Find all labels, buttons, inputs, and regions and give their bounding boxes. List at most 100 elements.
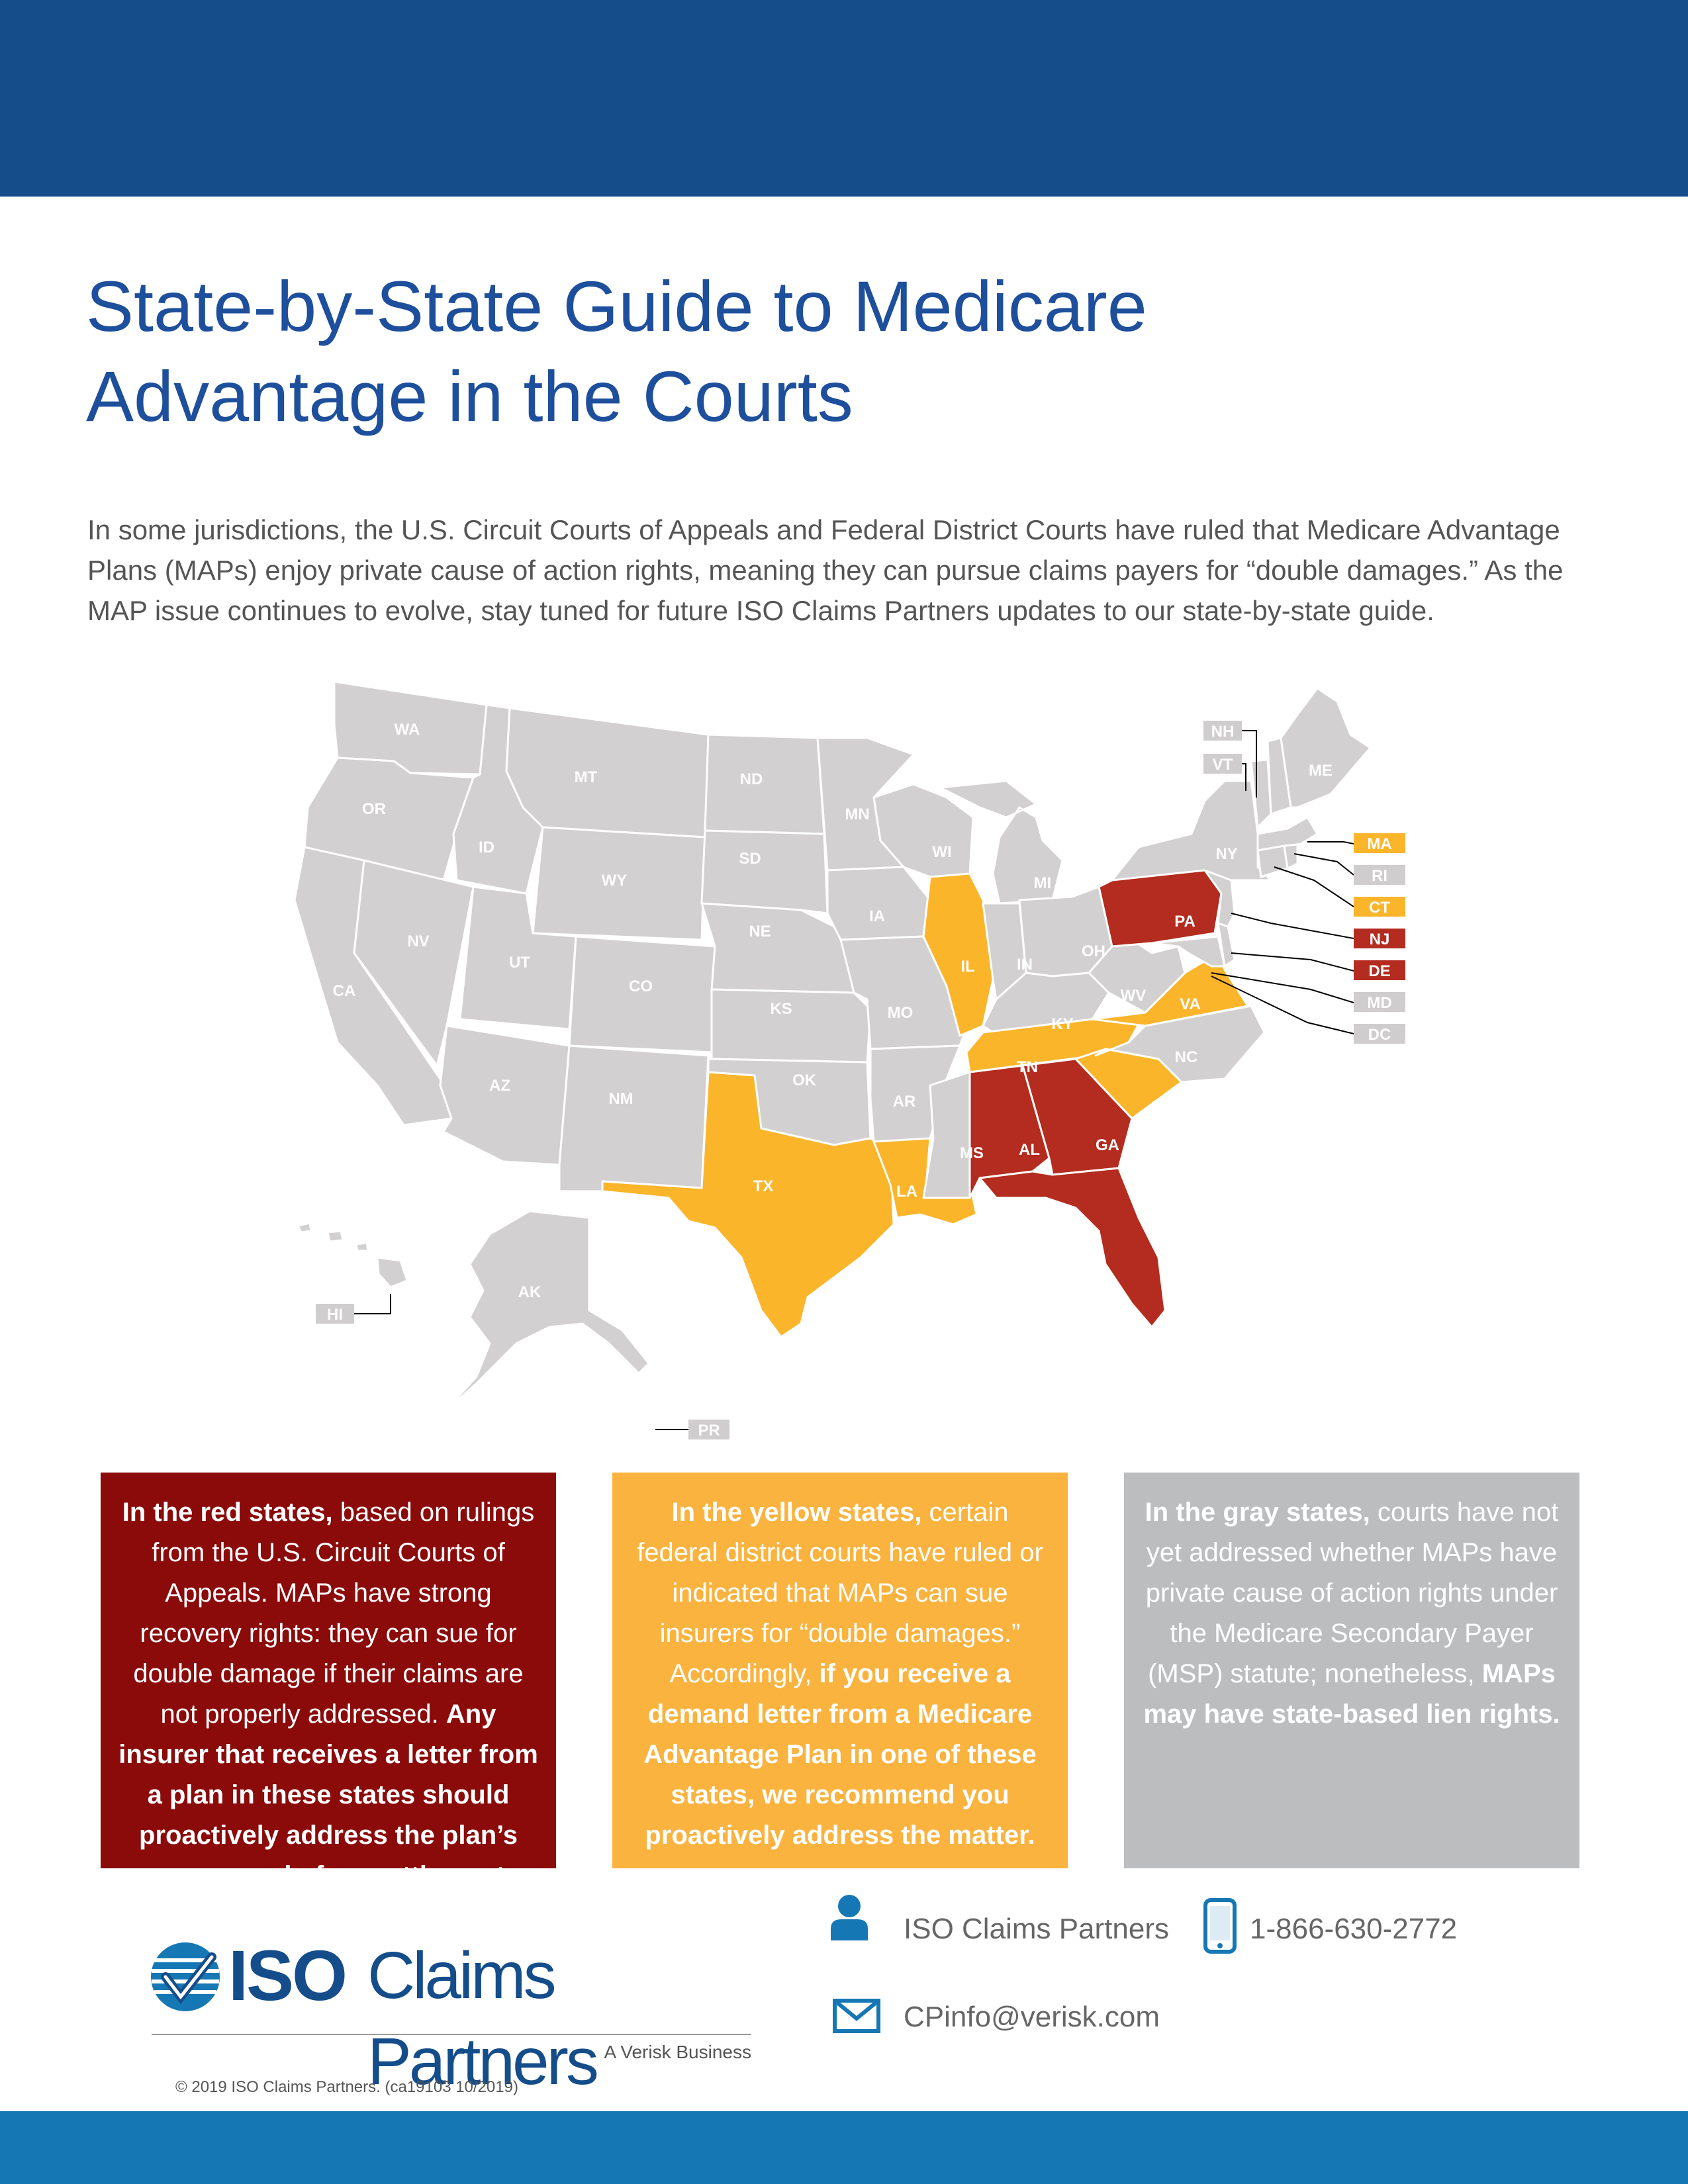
state-tx — [601, 1071, 895, 1338]
label-mn: MN — [845, 805, 869, 823]
state-az — [439, 1024, 571, 1166]
state-la — [872, 1137, 978, 1226]
label-nm: NM — [608, 1090, 633, 1108]
label-ia: IA — [869, 907, 885, 925]
label-tx: TX — [753, 1177, 774, 1195]
label-mt: MT — [575, 768, 598, 786]
label-ga: GA — [1096, 1136, 1119, 1154]
state-ri — [1283, 843, 1299, 870]
mail-icon — [833, 1999, 880, 2033]
state-sd — [700, 829, 829, 915]
label-nd: ND — [740, 770, 763, 788]
state-nv — [353, 859, 475, 1067]
state-nc — [1094, 1005, 1266, 1083]
contact-name: ISO Claims Partners — [904, 1913, 1169, 1945]
logo-name-text: Claims Partners — [367, 1938, 599, 2099]
person-icon — [831, 1895, 868, 1940]
label-ny: NY — [1215, 845, 1237, 863]
label-wy: WY — [602, 872, 628, 889]
us-map: WA OR CA NV ID MT WY UT CO AZ NM ND SD N… — [278, 675, 1430, 1443]
label-sc: SC — [1150, 1098, 1172, 1116]
tag-ct: CT — [1354, 897, 1405, 917]
gray-box-lead: In the gray states, — [1145, 1498, 1370, 1527]
svg-text:MD: MD — [1367, 994, 1391, 1012]
footer-banner — [0, 2111, 1688, 2184]
label-wv: WV — [1121, 987, 1147, 1005]
state-fl — [978, 1167, 1166, 1328]
label-ar: AR — [893, 1093, 916, 1111]
yellow-box-lead: In the yellow states, — [671, 1498, 922, 1527]
label-wa: WA — [395, 721, 420, 739]
label-al: AL — [1019, 1141, 1040, 1159]
label-mo: MO — [888, 1004, 914, 1022]
yellow-box-bold: if you receive a demand letter from a Me… — [643, 1659, 1037, 1850]
label-pa: PA — [1174, 913, 1196, 931]
red-box-bold: Any insurer that receives a letter from … — [118, 1700, 538, 1890]
label-ms: MS — [960, 1144, 984, 1162]
page-title: State-by-State Guide to Medicare Advanta… — [86, 261, 1542, 441]
label-ks: KS — [770, 1000, 792, 1018]
header-banner — [0, 0, 1688, 197]
contact-phone[interactable]: 1-866-630-2772 — [1250, 1913, 1458, 1945]
state-ak — [442, 1210, 650, 1414]
svg-text:CT: CT — [1369, 899, 1390, 917]
state-mi — [939, 780, 1064, 905]
label-va: VA — [1180, 995, 1201, 1013]
label-fl: FL — [1157, 1247, 1176, 1265]
label-or: OR — [362, 800, 386, 818]
label-nc: NC — [1175, 1048, 1198, 1066]
logo-iso-text: ISO — [228, 1935, 348, 2015]
label-ut: UT — [509, 954, 530, 972]
svg-text:DC: DC — [1368, 1026, 1391, 1044]
state-md — [1150, 935, 1226, 968]
label-nv: NV — [407, 933, 429, 950]
tag-md: MD — [1354, 992, 1405, 1012]
red-box-text: based on rulings from the U.S. Circuit C… — [133, 1498, 535, 1729]
label-ak: AK — [518, 1283, 541, 1301]
state-labels: WA OR CA NV ID MT WY UT CO AZ NM ND SD N… — [333, 721, 1333, 1301]
svg-text:HI: HI — [327, 1306, 343, 1324]
state-ia — [826, 866, 931, 941]
yellow-states-box: In the yellow states, certain federal di… — [612, 1473, 1068, 1868]
label-mi: MI — [1034, 874, 1052, 892]
gray-box-bold: MAPs may have state-based lien rights. — [1143, 1659, 1560, 1729]
label-id: ID — [479, 839, 494, 856]
label-in: IN — [1017, 956, 1033, 974]
intro-paragraph: In some jurisdictions, the U.S. Circuit … — [87, 514, 1564, 626]
state-nm — [558, 1044, 710, 1193]
label-tn: TN — [1017, 1058, 1038, 1076]
logo-globe-icon — [151, 1942, 220, 2011]
label-la: LA — [896, 1183, 917, 1201]
tag-nh: NH — [1203, 721, 1242, 741]
state-hi — [297, 1222, 408, 1289]
gray-states-box: In the gray states, courts have not yet … — [1124, 1473, 1579, 1868]
title-line-1: State-by-State Guide to Medicare — [86, 266, 1147, 346]
tag-nj: NJ — [1354, 929, 1405, 948]
state-nd — [704, 733, 825, 835]
red-states-box: In the red states, based on rulings from… — [101, 1473, 556, 1890]
red-box-lead: In the red states, — [122, 1498, 333, 1527]
logo-divider — [152, 2034, 751, 2035]
callout-tags: NH VT MA RI CT NJ DE MD DC HI PR — [316, 721, 1405, 1439]
label-ne: NE — [749, 923, 771, 940]
label-ca: CA — [333, 982, 356, 1000]
yellow-box-text: certain federal district courts have rul… — [637, 1498, 1043, 1688]
label-il: IL — [961, 958, 974, 976]
label-sd: SD — [739, 850, 761, 868]
state-mt — [505, 707, 710, 839]
contact-email[interactable]: CPinfo@verisk.com — [904, 2001, 1160, 2033]
svg-text:NJ: NJ — [1370, 931, 1390, 948]
iso-claims-partners-logo: ISO Claims Partners A Verisk Business — [149, 1933, 758, 2099]
tag-vt: VT — [1203, 754, 1242, 774]
label-az: AZ — [489, 1077, 510, 1095]
state-wy — [532, 826, 706, 941]
phone-icon — [1203, 1898, 1237, 1954]
svg-text:VT: VT — [1213, 756, 1233, 774]
copyright-notice: © 2019 ISO Claims Partners. (ca19103 10/… — [175, 2078, 518, 2096]
state-ct — [1256, 844, 1289, 878]
svg-text:DE: DE — [1368, 962, 1390, 980]
label-ky: KY — [1051, 1015, 1073, 1033]
tag-de: DE — [1354, 960, 1405, 980]
label-co: CO — [629, 978, 653, 995]
tag-ma: MA — [1354, 833, 1405, 853]
